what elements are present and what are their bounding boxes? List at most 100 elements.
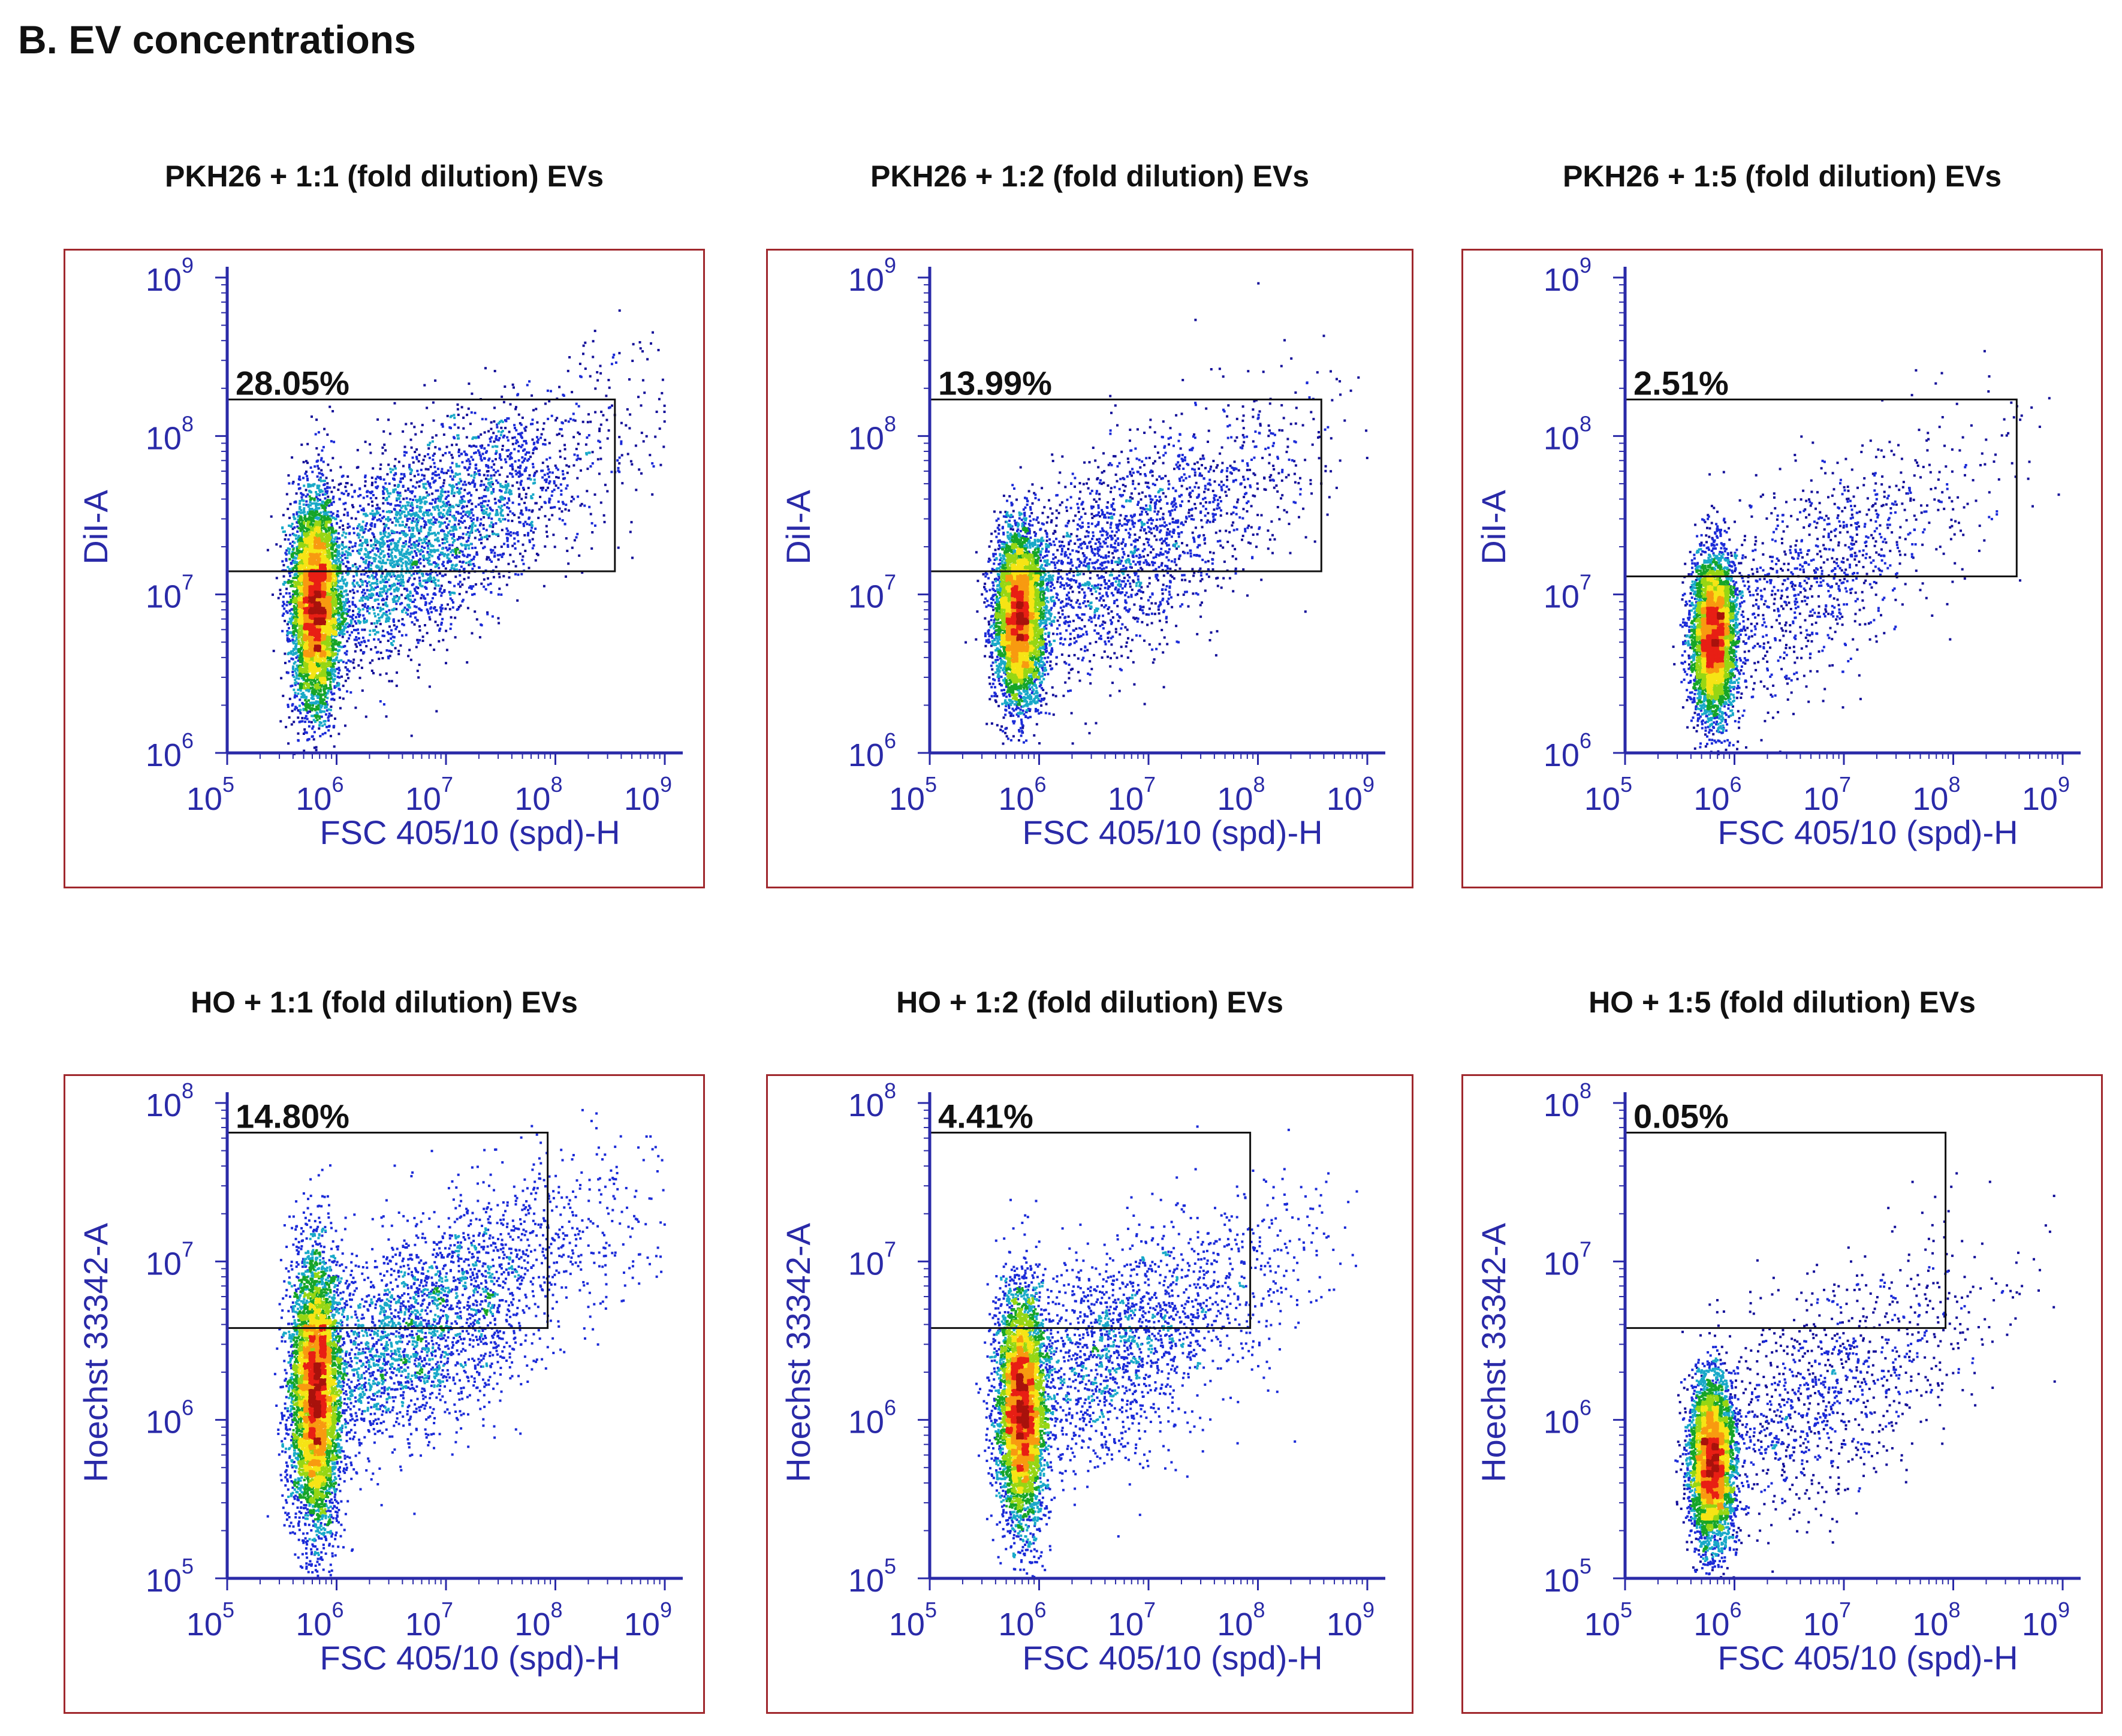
data-point: [336, 653, 339, 656]
data-point: [337, 611, 340, 614]
data-point: [340, 628, 343, 631]
data-point: [537, 517, 540, 519]
data-point: [293, 547, 295, 550]
data-point: [319, 710, 322, 713]
data-point: [415, 522, 418, 525]
data-point: [297, 540, 300, 543]
data-point: [338, 537, 341, 540]
data-point: [563, 523, 566, 526]
data-point: [482, 527, 485, 530]
data-point: [406, 519, 409, 522]
data-point: [393, 590, 396, 593]
data-point: [429, 465, 432, 468]
data-point: [369, 513, 372, 516]
data-point: [572, 436, 575, 439]
data-point: [473, 485, 476, 488]
data-point: [306, 676, 309, 679]
data-point: [388, 584, 391, 587]
data-point: [346, 556, 349, 559]
data-point: [460, 487, 463, 490]
data-point: [447, 553, 450, 556]
data-point: [417, 539, 420, 542]
data-point: [458, 454, 461, 457]
data-point: [499, 455, 502, 458]
data-point: [361, 604, 364, 607]
data-point: [435, 609, 438, 612]
data-point: [475, 553, 478, 556]
data-point: [297, 716, 300, 719]
data-point: [426, 406, 429, 409]
data-point: [523, 427, 526, 430]
data-point: [327, 708, 330, 711]
data-point: [334, 581, 337, 584]
data-point: [492, 483, 495, 486]
data-point: [497, 617, 500, 620]
data-point: [532, 409, 535, 412]
data-point: [410, 734, 413, 737]
data-point: [317, 459, 319, 462]
data-point: [400, 634, 403, 637]
data-point: [404, 596, 407, 599]
data-point: [413, 577, 416, 580]
data-point: [314, 720, 317, 723]
data-point: [475, 463, 478, 466]
data-point: [423, 477, 426, 480]
data-point: [442, 560, 445, 563]
data-point: [302, 676, 305, 679]
data-point: [305, 679, 308, 682]
data-point: [385, 590, 388, 593]
data-point: [451, 544, 454, 547]
data-point: [649, 454, 652, 457]
data-point: [317, 493, 319, 496]
data-point: [389, 553, 392, 556]
data-point: [347, 572, 350, 575]
data-point: [366, 538, 369, 541]
data-point: [327, 501, 330, 504]
data-point: [513, 386, 515, 389]
data-point: [435, 562, 438, 565]
data-point: [345, 661, 348, 664]
data-point: [357, 567, 360, 570]
data-point: [427, 514, 430, 517]
data-point: [501, 444, 504, 447]
data-point: [296, 584, 299, 587]
data-point: [443, 479, 446, 482]
data-point: [346, 668, 349, 671]
data-point: [393, 402, 396, 405]
data-point: [457, 523, 460, 526]
data-point: [363, 619, 365, 622]
data-point: [491, 615, 494, 618]
data-point: [466, 607, 469, 610]
data-point: [294, 691, 297, 694]
data-point: [507, 483, 510, 486]
data-point: [520, 498, 523, 501]
data-point: [493, 420, 496, 423]
data-point: [531, 538, 534, 541]
data-point: [454, 472, 457, 475]
data-point: [558, 385, 561, 388]
data-point: [476, 528, 479, 531]
data-point: [345, 482, 348, 484]
data-point: [476, 519, 479, 522]
data-point: [416, 469, 419, 472]
data-point: [282, 531, 285, 534]
data-point: [517, 445, 520, 447]
data-point: [659, 463, 662, 466]
data-point: [422, 483, 425, 486]
data-point: [290, 622, 293, 625]
data-point: [484, 451, 487, 454]
data-point: [371, 481, 373, 484]
data-point: [525, 508, 528, 511]
data-point: [517, 459, 520, 462]
data-point: [566, 550, 569, 552]
data-point: [297, 688, 300, 691]
data-point: [335, 658, 338, 661]
data-point: [530, 394, 533, 397]
data-point: [361, 542, 364, 545]
data-point: [326, 687, 328, 690]
data-point: [362, 569, 365, 572]
data-point: [538, 508, 541, 511]
data-point: [392, 640, 395, 643]
data-point: [474, 529, 477, 532]
data-point: [358, 565, 361, 568]
